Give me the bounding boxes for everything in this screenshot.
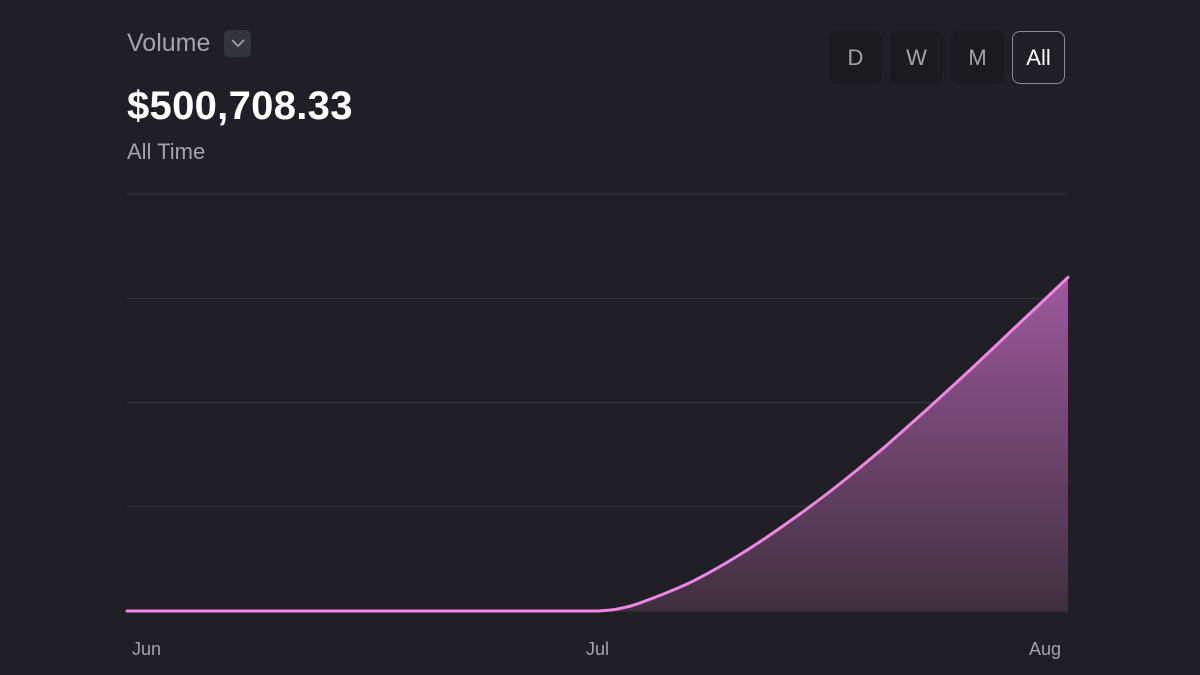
time-range-tabs: D W M All: [829, 31, 1065, 84]
series-area-fill: [127, 277, 1068, 611]
tab-range-week[interactable]: W: [890, 31, 943, 84]
metric-dropdown-button[interactable]: [224, 29, 252, 57]
x-tick-label: Jun: [132, 639, 161, 659]
tab-range-all[interactable]: All: [1012, 31, 1065, 84]
total-value: $500,708.33: [127, 84, 353, 128]
metric-selector[interactable]: Volume: [127, 28, 252, 58]
tab-range-month[interactable]: M: [951, 31, 1004, 84]
x-tick-label: Aug: [1029, 639, 1061, 659]
x-tick-label: Jul: [586, 639, 609, 659]
metric-label: Volume: [127, 29, 211, 57]
range-caption: All Time: [127, 139, 206, 164]
x-axis-ticks: Jun Jul Aug: [132, 639, 1061, 659]
chevron-down-icon: [231, 39, 245, 47]
tab-range-day[interactable]: D: [829, 31, 882, 84]
series-line: [125, 275, 1070, 613]
